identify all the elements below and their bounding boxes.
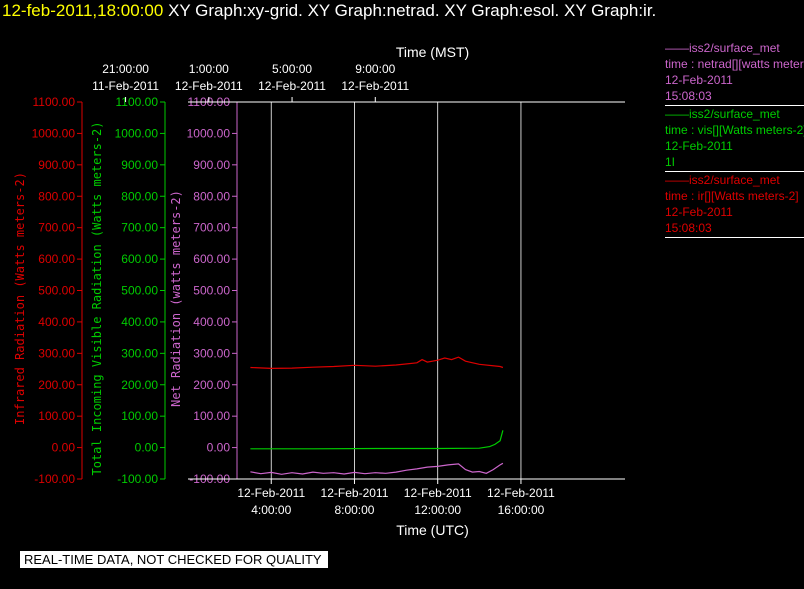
legend-source: ——iss2/surface_met: [665, 107, 780, 121]
y-tick-label-ir: 300.00: [38, 346, 75, 360]
legend-date: 12-Feb-2011: [665, 139, 733, 153]
y-tick-label-ir: 900.00: [38, 158, 75, 172]
x2-tick-label-date: 12-Feb-2011: [341, 79, 409, 93]
x2-tick-label-date: 12-Feb-2011: [258, 79, 326, 93]
header-graphs: XY Graph:xy-grid. XY Graph:netrad. XY Gr…: [168, 1, 657, 20]
x2-tick-label-date: 11-Feb-2011: [92, 79, 159, 93]
header-datetime: 12-feb-2011,18:00:00: [2, 1, 164, 20]
x2-tick-label-date: 12-Feb-2011: [175, 79, 243, 93]
y-axis-label-vis: Total Incoming Visible Radiation (Watts …: [90, 121, 104, 475]
series-line-net: [250, 462, 504, 475]
y-tick-label-ir: 1100.00: [33, 95, 76, 109]
y-tick-label-vis: 400.00: [121, 315, 158, 329]
y-tick-label-net: 600.00: [193, 252, 230, 266]
x-tick-label-date: 12-Feb-2011: [237, 486, 305, 500]
y-tick-label-net: 400.00: [193, 315, 230, 329]
y-tick-label-net: 200.00: [193, 378, 230, 392]
legend: ——iss2/surface_met time : netrad[][watts…: [665, 40, 804, 238]
legend-label: time : netrad[][watts meters-2]: [665, 57, 804, 71]
y-tick-label-net: 800.00: [193, 189, 230, 203]
y-tick-label-vis: 0.00: [135, 441, 159, 455]
y-axis-label-net: Net Radiation (watts meters-2): [169, 190, 183, 407]
y-tick-label-vis: 700.00: [121, 221, 158, 235]
x-tick-label-time: 8:00:00: [334, 503, 374, 517]
legend-time: 15:08:03: [665, 221, 712, 235]
series-line-ir: [250, 356, 504, 370]
y-tick-label-ir: 200.00: [38, 378, 75, 392]
legend-time: 1I: [665, 155, 676, 169]
y-tick-label-vis: 800.00: [121, 189, 158, 203]
y-tick-label-ir: -100.00: [34, 472, 75, 486]
legend-entry-netrad: ——iss2/surface_met time : netrad[][watts…: [665, 40, 804, 106]
y-tick-label-vis: 100.00: [121, 409, 158, 423]
legend-time: 15:08:03: [665, 89, 712, 103]
y-tick-label-vis: 1000.00: [115, 126, 159, 140]
y-tick-label-net: 100.00: [193, 409, 230, 423]
quality-notice: REAL-TIME DATA, NOT CHECKED FOR QUALITY: [20, 551, 328, 568]
legend-label: time : ir[][Watts meters-2]: [665, 189, 799, 203]
y-tick-label-ir: 700.00: [38, 221, 75, 235]
y-tick-label-ir: 100.00: [38, 409, 75, 423]
y-tick-label-vis: 1100.00: [116, 95, 159, 109]
x-tick-label-time: 4:00:00: [251, 503, 291, 517]
legend-entry-ir: ——iss2/surface_met time : ir[][Watts met…: [665, 172, 804, 238]
x2-axis-label: Time (MST): [396, 44, 469, 60]
y-tick-label-net: 1000.00: [187, 126, 231, 140]
y-tick-label-net: 0.00: [207, 441, 231, 455]
y-tick-label-vis: 600.00: [121, 252, 158, 266]
x-tick-label-date: 12-Feb-2011: [487, 486, 555, 500]
y-tick-label-net: 500.00: [193, 284, 230, 298]
y-tick-label-ir: 600.00: [38, 252, 75, 266]
x-tick-label-time: 16:00:00: [498, 503, 545, 517]
x-tick-label-date: 12-Feb-2011: [321, 486, 389, 500]
legend-source: ——iss2/surface_met: [665, 41, 780, 55]
y-tick-label-net: 300.00: [193, 346, 230, 360]
y-tick-label-ir: 0.00: [52, 441, 76, 455]
x-tick-label-time: 12:00:00: [414, 503, 461, 517]
legend-source: ——iss2/surface_met: [665, 173, 780, 187]
x2-tick-label-time: 1:00:00: [189, 62, 229, 76]
series-line-vis: [250, 430, 504, 450]
legend-entry-vis: ——iss2/surface_met time : vis[][Watts me…: [665, 106, 804, 172]
legend-date: 12-Feb-2011: [665, 205, 733, 219]
y-tick-label-ir: 1000.00: [32, 126, 76, 140]
y-tick-label-net: 700.00: [193, 221, 230, 235]
y-tick-label-net: 900.00: [193, 158, 230, 172]
y-tick-label-ir: 400.00: [38, 315, 75, 329]
x2-tick-label-time: 21:00:00: [102, 62, 149, 76]
y-tick-label-ir: 500.00: [38, 284, 75, 298]
x2-tick-label-time: 9:00:00: [355, 62, 395, 76]
y-tick-label-ir: 800.00: [38, 189, 75, 203]
y-tick-label-vis: 500.00: [121, 284, 158, 298]
header: 12-feb-2011,18:00:00 XY Graph:xy-grid. X…: [2, 1, 656, 21]
x-axis-label: Time (UTC): [396, 522, 469, 538]
x-tick-label-date: 12-Feb-2011: [404, 486, 472, 500]
y-axis-label-ir: Infrared Radiation (Watts meters-2): [13, 172, 27, 425]
legend-label: time : vis[][Watts meters-2]: [665, 123, 804, 137]
y-tick-label-vis: 200.00: [121, 378, 158, 392]
y-tick-label-vis: -100.00: [117, 472, 158, 486]
x2-tick-label-time: 5:00:00: [272, 62, 312, 76]
y-tick-label-vis: 900.00: [121, 158, 158, 172]
y-tick-label-vis: 300.00: [121, 346, 158, 360]
legend-date: 12-Feb-2011: [665, 73, 733, 87]
